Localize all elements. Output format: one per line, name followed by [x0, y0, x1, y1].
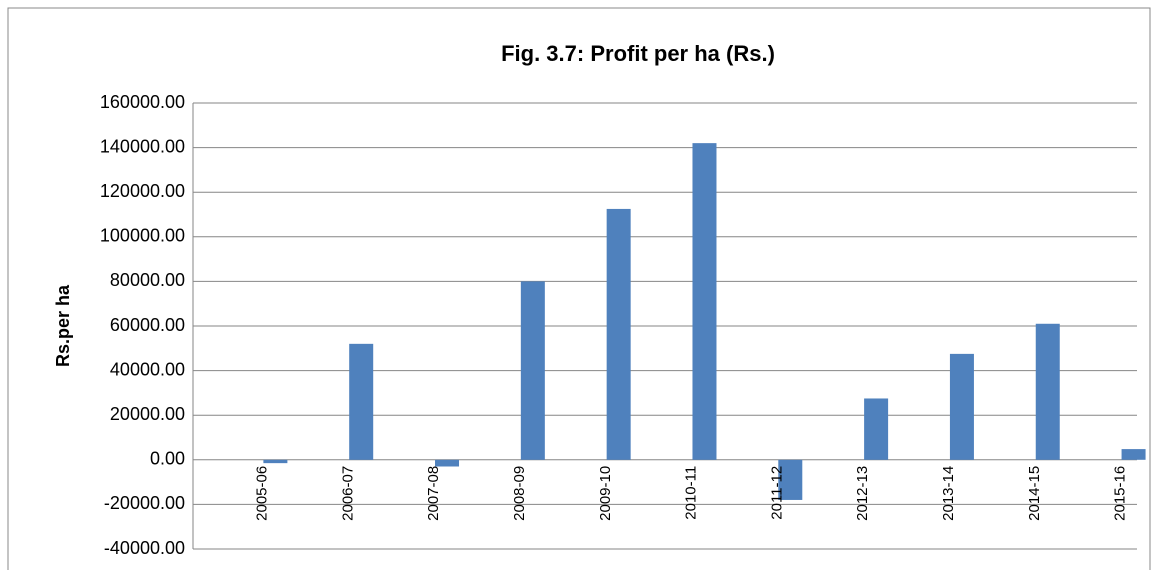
bar [1035, 323, 1060, 460]
bar [864, 398, 889, 460]
x-tick-label: 2005-06 [253, 466, 270, 521]
x-tick-label: 2011-12 [768, 466, 785, 520]
x-tick-label: 2008-09 [511, 466, 528, 521]
y-axis-label: Rs.per ha [53, 284, 73, 367]
chart-border [7, 7, 1151, 570]
y-tick-label: -20000.00 [104, 493, 185, 513]
y-tick-label: 40000.00 [110, 359, 185, 379]
bar [692, 143, 717, 460]
x-tick-label: 2015-16 [1112, 466, 1129, 521]
y-tick-label: 80000.00 [110, 270, 185, 290]
y-tick-label: 120000.00 [100, 181, 185, 201]
bar [263, 459, 288, 464]
x-tick-label: 2010-11 [683, 466, 700, 520]
x-tick-label: 2013-14 [940, 466, 957, 521]
x-tick-label: 2007-08 [425, 466, 442, 521]
y-tick-label: 100000.00 [100, 226, 185, 246]
x-tick-label: 2006-07 [339, 466, 356, 521]
bar [520, 281, 545, 460]
y-tick-label: 60000.00 [110, 315, 185, 335]
x-tick-label: 2014-15 [1026, 466, 1043, 521]
y-tick-label: 0.00 [150, 449, 185, 469]
x-tick-label: 2009-10 [597, 466, 614, 521]
x-tick-label: 2012-13 [854, 466, 871, 521]
bar [435, 459, 460, 467]
y-tick-label: -40000.00 [104, 538, 185, 558]
bar [606, 208, 631, 460]
bar [1121, 449, 1146, 460]
chart-title: Fig. 3.7: Profit per ha (Rs.) [501, 41, 775, 66]
bar [349, 343, 374, 460]
bar [778, 459, 803, 500]
y-tick-label: 160000.00 [100, 92, 185, 112]
y-tick-label: 140000.00 [100, 136, 185, 156]
y-tick-label: 20000.00 [110, 404, 185, 424]
bar [949, 353, 974, 460]
